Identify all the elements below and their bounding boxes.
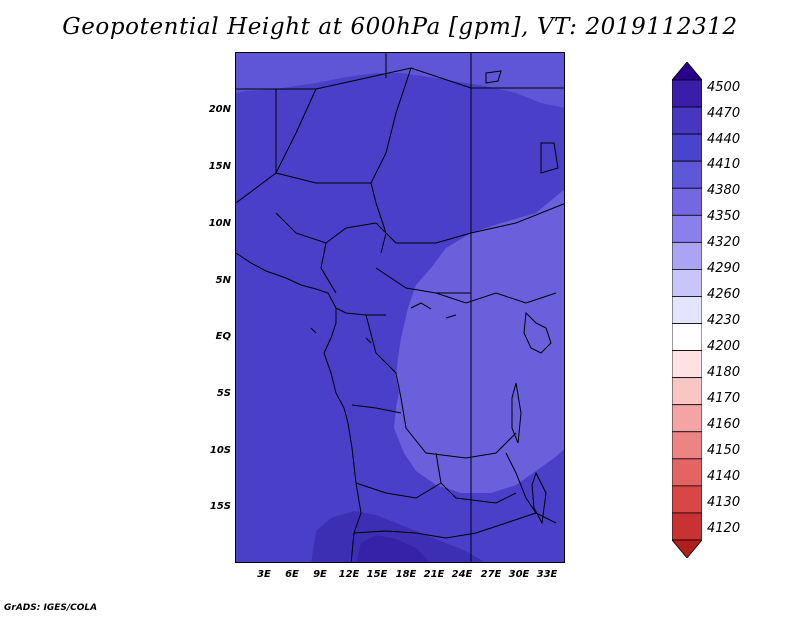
colorbar-segment bbox=[672, 62, 702, 81]
lat-label-10s: 10S bbox=[209, 445, 231, 456]
lat-label-15n: 15N bbox=[208, 161, 231, 172]
lon-label-24e: 24E bbox=[451, 569, 473, 580]
colorbar-segment bbox=[672, 377, 702, 406]
lat-label-15s: 15S bbox=[209, 501, 231, 512]
field-4470-south bbox=[356, 535, 430, 562]
lon-label-3e: 3E bbox=[257, 569, 271, 580]
colorbar-segment bbox=[672, 79, 702, 108]
field-4380-north bbox=[236, 53, 564, 108]
colorbar-label-4140: 4140 bbox=[707, 469, 741, 484]
colorbar-label-4180: 4180 bbox=[707, 365, 741, 380]
lon-label-6e: 6E bbox=[285, 569, 299, 580]
lon-label-15e: 15E bbox=[366, 569, 388, 580]
colorbar-segment bbox=[672, 539, 702, 558]
colorbar-label-4130: 4130 bbox=[707, 495, 741, 510]
colorbar-label-4350: 4350 bbox=[707, 209, 741, 224]
lon-label-33e: 33E bbox=[536, 569, 558, 580]
colorbar-label-4150: 4150 bbox=[707, 443, 741, 458]
colorbar-label-4260: 4260 bbox=[707, 287, 741, 302]
lat-label-20n: 20N bbox=[208, 104, 231, 115]
colorbar-segment bbox=[672, 485, 702, 514]
colorbar-label-4200: 4200 bbox=[707, 339, 741, 354]
colorbar-label-4230: 4230 bbox=[707, 313, 741, 328]
colorbar-label-4440: 4440 bbox=[707, 132, 741, 147]
colorbar-segment bbox=[672, 214, 702, 243]
colorbar-label-4320: 4320 bbox=[707, 235, 741, 250]
colorbar-segment bbox=[672, 512, 702, 541]
field-4380-basin bbox=[394, 189, 564, 493]
colorbar-label-4120: 4120 bbox=[707, 521, 741, 536]
lat-label-5n: 5N bbox=[215, 275, 231, 286]
colorbar-segment bbox=[672, 404, 702, 433]
colorbar-label-4380: 4380 bbox=[707, 183, 741, 198]
colorbar-label-4170: 4170 bbox=[707, 391, 741, 406]
colorbar bbox=[672, 62, 702, 558]
colorbar-segment bbox=[672, 458, 702, 487]
field-4440-south bbox=[311, 511, 485, 562]
colorbar-label-4160: 4160 bbox=[707, 417, 741, 432]
height-field bbox=[236, 53, 564, 562]
lat-label-5s: 5S bbox=[216, 388, 231, 399]
colorbar-segment bbox=[672, 241, 702, 270]
lon-label-27e: 27E bbox=[480, 569, 502, 580]
lat-label-10n: 10N bbox=[208, 218, 231, 229]
colorbar-segment bbox=[672, 350, 702, 379]
colorbar-segment bbox=[672, 431, 702, 460]
credit-text: GrADS: IGES/COLA bbox=[4, 603, 98, 613]
lon-label-21e: 21E bbox=[423, 569, 445, 580]
borders bbox=[236, 53, 564, 562]
lon-label-9e: 9E bbox=[313, 569, 327, 580]
colorbar-label-4410: 4410 bbox=[707, 157, 741, 172]
colorbar-segment bbox=[672, 296, 702, 324]
map-title: Geopotential Height at 600hPa [gpm], VT:… bbox=[62, 14, 738, 40]
lon-label-18e: 18E bbox=[395, 569, 417, 580]
colorbar-segment bbox=[672, 133, 702, 162]
lon-label-12e: 12E bbox=[338, 569, 360, 580]
colorbar-segment bbox=[672, 323, 702, 351]
colorbar-segment bbox=[672, 106, 702, 135]
colorbar-label-4470: 4470 bbox=[707, 106, 741, 121]
colorbar-label-4500: 4500 bbox=[707, 80, 741, 95]
colorbar-segment bbox=[672, 187, 702, 216]
colorbar-label-4290: 4290 bbox=[707, 261, 741, 276]
colorbar-segment bbox=[672, 269, 702, 297]
colorbar-segment bbox=[672, 160, 702, 189]
lon-label-30e: 30E bbox=[508, 569, 530, 580]
map-panel bbox=[235, 52, 565, 563]
lat-label-eq: EQ bbox=[215, 331, 231, 342]
